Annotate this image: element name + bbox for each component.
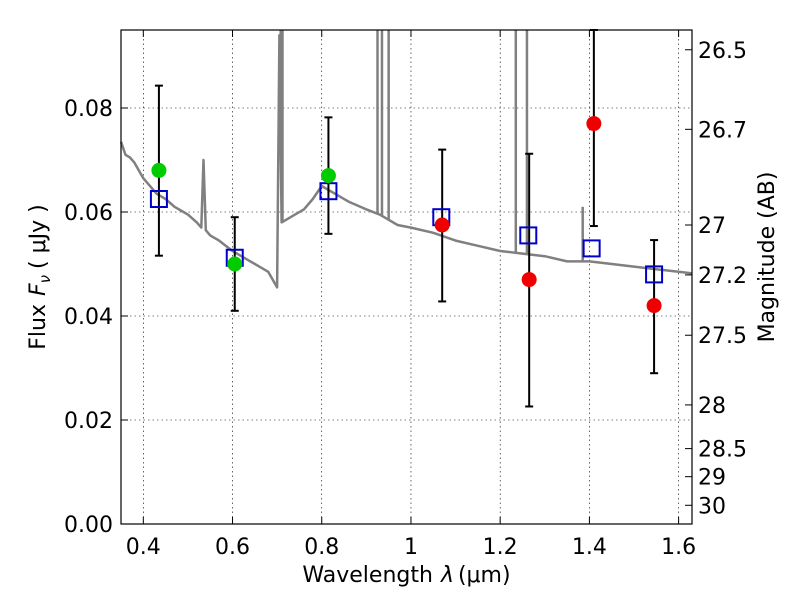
y2-tick-label: 30 bbox=[698, 494, 726, 519]
x-tick-label: 1.2 bbox=[483, 535, 518, 560]
observed-point bbox=[646, 298, 662, 314]
y-tick-label: 0.08 bbox=[64, 97, 113, 122]
y2-tick-label: 27 bbox=[698, 214, 726, 239]
observed-point bbox=[227, 256, 243, 272]
observed-point bbox=[320, 168, 336, 184]
observed-point bbox=[434, 217, 450, 233]
y2-tick-label: 26.7 bbox=[698, 118, 747, 143]
model-photometry-square bbox=[149, 190, 168, 208]
y2-tick-label: 28 bbox=[698, 394, 726, 419]
y2-tick-label: 28.5 bbox=[698, 438, 747, 463]
y2-tick-label: 29 bbox=[698, 466, 726, 491]
axes: 0.4 0.6 0.8 1 1.2 1.4 1.6 0.00 0.02 0.04 0.06 0.08 2… bbox=[64, 30, 747, 560]
x-axis-label-word: Wavelength bbox=[302, 563, 433, 588]
y-tick-label: 0.06 bbox=[64, 201, 113, 226]
y-axis-label-subscript: ν bbox=[36, 275, 54, 283]
model-photometry-square bbox=[519, 226, 538, 245]
y-axis-label-symbol: F bbox=[26, 283, 51, 296]
data-markers bbox=[149, 116, 664, 314]
spectrum-line bbox=[119, 33, 693, 289]
model-photometry-square bbox=[645, 265, 664, 284]
y-tick-label: 0.02 bbox=[64, 409, 113, 434]
x-axis-label: Wavelength λ (μm) bbox=[302, 563, 510, 588]
observed-point bbox=[521, 272, 537, 288]
model-spectrum bbox=[119, 30, 693, 289]
y-axis-label-word: Flux bbox=[26, 304, 51, 350]
x-tick-label: 0.6 bbox=[215, 535, 250, 560]
model-photometry-square bbox=[582, 239, 601, 258]
observed-point bbox=[586, 116, 602, 132]
x-tick-label: 1.4 bbox=[572, 535, 607, 560]
x-tick-label: 0.4 bbox=[126, 535, 161, 560]
plot-frame bbox=[120, 29, 693, 525]
y2-tick-label: 26.5 bbox=[698, 39, 747, 64]
x-axis-label-symbol: λ bbox=[440, 563, 454, 588]
observed-point bbox=[151, 162, 167, 178]
y-tick-label: 0.04 bbox=[64, 305, 113, 330]
x-axis-label-unit: (μm) bbox=[458, 563, 511, 588]
x-tick-label: 0.8 bbox=[304, 535, 339, 560]
x-tick-label: 1.6 bbox=[661, 535, 696, 560]
y-axis-label-unit: ( μJy ) bbox=[26, 204, 51, 269]
y2-axis-label: Magnitude (AB) bbox=[755, 172, 780, 343]
y-tick-label: 0.00 bbox=[64, 513, 113, 538]
model-photometry-square bbox=[319, 182, 338, 201]
x-tick-label: 1 bbox=[404, 535, 418, 560]
grid bbox=[121, 30, 692, 524]
y-axis-label: Flux Fν ( μJy ) bbox=[26, 204, 54, 349]
y2-tick-label: 27.2 bbox=[698, 264, 747, 289]
y2-tick-label: 27.5 bbox=[698, 324, 747, 349]
